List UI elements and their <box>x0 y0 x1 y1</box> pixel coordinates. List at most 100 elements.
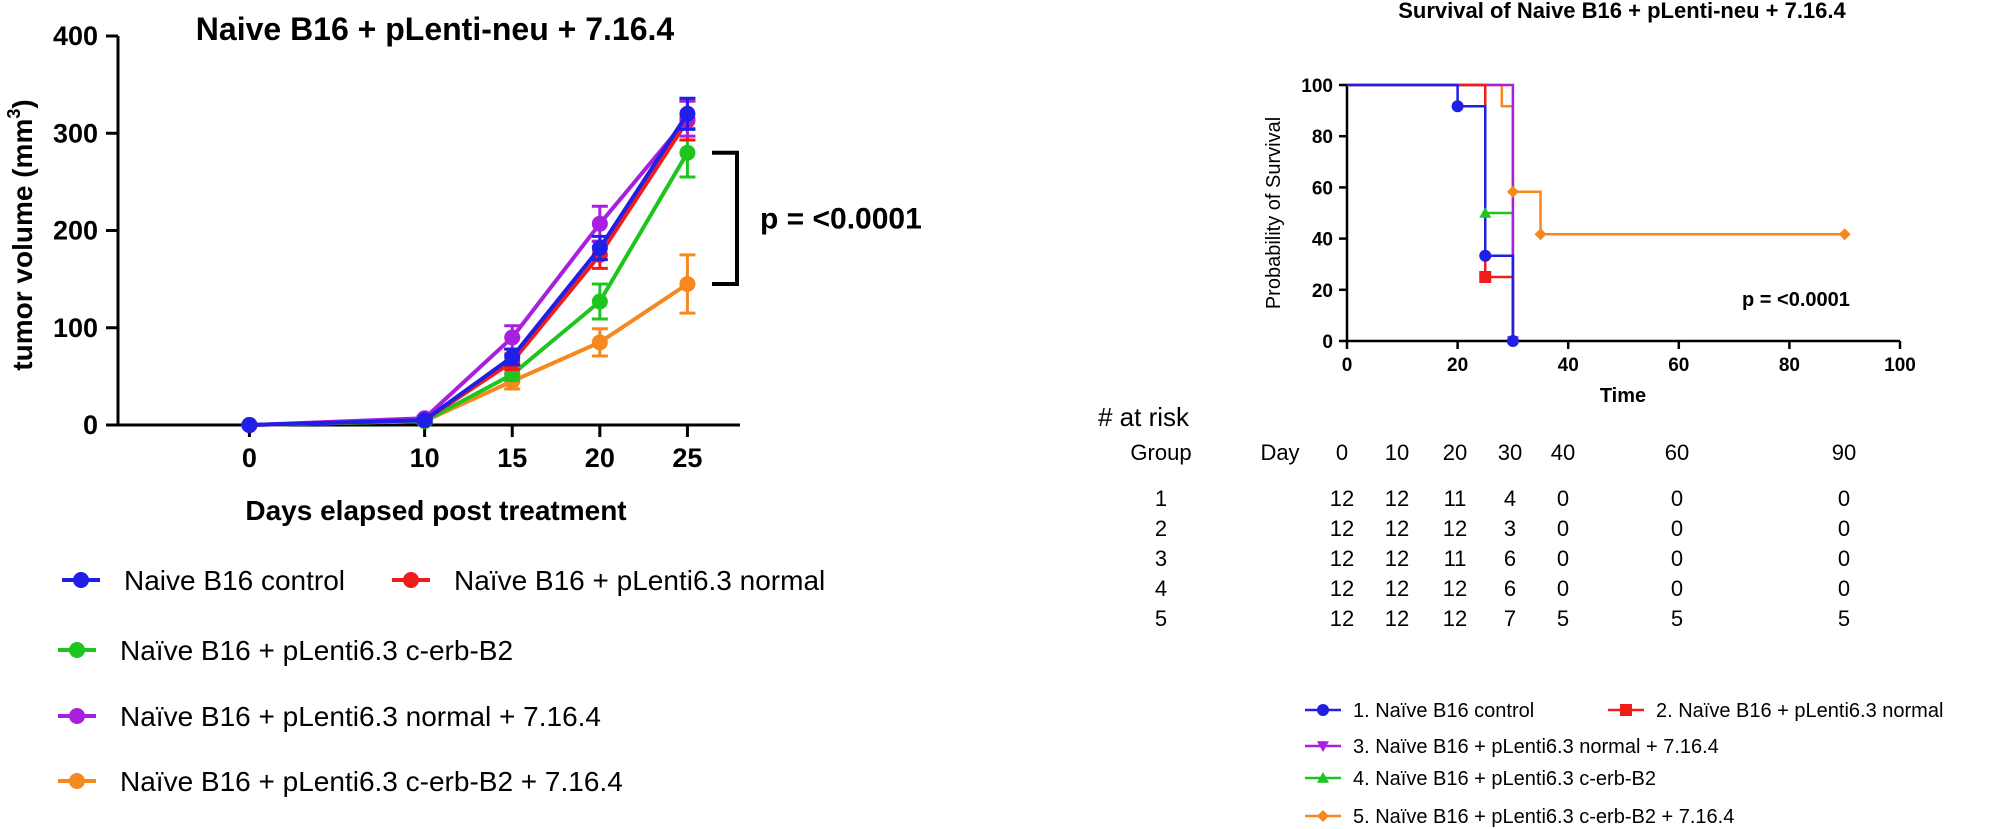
risk-table-cell: 0 <box>1671 576 1683 601</box>
survival-chart-legend: 1. Naïve B16 control 2. Naïve B16 + pLent… <box>1305 700 1943 828</box>
survival-step-line-5 <box>1347 83 1845 236</box>
risk-table-group: 5 <box>1155 606 1167 631</box>
tumor-series-line <box>249 151 690 427</box>
tumor-y-axis-label: tumor volume (mm3) <box>4 99 38 370</box>
risk-table-cell: 0 <box>1557 576 1569 601</box>
tumor-data-point <box>679 275 696 292</box>
tumor-x-tick-label: 15 <box>497 443 527 473</box>
tumor-y-tick-label: 0 <box>83 410 98 440</box>
survival-legend-item: 4. Naïve B16 + pLenti6.3 c-erb-B2 <box>1305 768 1656 790</box>
risk-table-day: 40 <box>1551 440 1575 465</box>
survival-y-tick-label: 80 <box>1312 127 1333 148</box>
risk-table-day: 20 <box>1443 440 1467 465</box>
tumor-legend-label: Naïve B16 + pLenti6.3 c-erb-B2 <box>120 635 513 666</box>
tumor-y-tick-label: 300 <box>53 118 98 148</box>
risk-table-cell: 0 <box>1838 516 1850 541</box>
risk-table-day-header: Day <box>1260 440 1299 465</box>
tumor-legend-marker <box>69 708 85 724</box>
tumor-x-tick-label: 10 <box>410 443 440 473</box>
survival-legend-label: 2. Naïve B16 + pLenti6.3 normal <box>1656 700 1943 722</box>
risk-table-cell: 12 <box>1385 606 1409 631</box>
tumor-legend-label: Naive B16 control <box>124 565 345 596</box>
risk-table-group: 2 <box>1155 516 1167 541</box>
tumor-series-5 <box>241 253 696 433</box>
survival-y-tick-label: 40 <box>1312 230 1333 251</box>
tumor-chart-title: Naive B16 + pLenti-neu + 7.16.4 <box>196 11 675 47</box>
survival-legend-item: 1. Naïve B16 control <box>1305 700 1534 722</box>
tumor-legend-item: Naïve B16 + pLenti6.3 normal <box>392 565 825 596</box>
risk-table-cell: 7 <box>1504 606 1516 631</box>
survival-x-tick-label: 60 <box>1668 355 1689 376</box>
risk-table-group-header: Group <box>1130 440 1191 465</box>
risk-table-row: 2 12 12 12 3 0 0 0 <box>1155 516 1850 541</box>
tumor-y-label-main: tumor volume (mm <box>7 119 38 371</box>
tumor-data-point <box>241 417 258 433</box>
tumor-x-tick-label: 20 <box>585 443 615 473</box>
risk-table-cell: 0 <box>1557 546 1569 571</box>
survival-censor-marker <box>1506 335 1519 347</box>
tumor-data-point <box>591 334 608 351</box>
survival-legend-label: 1. Naïve B16 control <box>1353 700 1534 722</box>
survival-y-tick-label: 20 <box>1312 281 1333 302</box>
risk-table-row: 4 12 12 12 6 0 0 0 <box>1155 576 1850 601</box>
survival-censor-marker <box>1534 228 1547 241</box>
survival-legend-marker <box>1317 772 1329 783</box>
risk-table-cell: 6 <box>1504 576 1516 601</box>
survival-legend-label: 5. Naïve B16 + pLenti6.3 c-erb-B2 + 7.16… <box>1353 806 1734 828</box>
survival-legend-label: 3. Naïve B16 + pLenti6.3 normal + 7.16.4 <box>1353 736 1719 758</box>
tumor-x-tick-label: 25 <box>672 443 702 473</box>
risk-table-cell: 12 <box>1330 486 1354 511</box>
survival-censor-marker <box>1506 185 1519 198</box>
tumor-legend-item: Naïve B16 + pLenti6.3 c-erb-B2 + 7.16.4 <box>58 766 623 797</box>
survival-legend-marker <box>1317 810 1329 822</box>
tumor-data-point <box>504 348 521 365</box>
tumor-x-axis-label: Days elapsed post treatment <box>245 495 626 526</box>
risk-table-cell: 12 <box>1330 516 1354 541</box>
survival-legend-label: 4. Naïve B16 + pLenti6.3 c-erb-B2 <box>1353 768 1656 790</box>
tumor-data-point <box>679 144 696 161</box>
tumor-legend-item: Naive B16 control <box>62 565 345 596</box>
risk-table-group: 1 <box>1155 486 1167 511</box>
risk-table-cell: 11 <box>1444 546 1467 571</box>
survival-x-tick-label: 0 <box>1342 355 1353 376</box>
tumor-series-1 <box>241 96 696 433</box>
survival-censor-marker <box>1479 271 1492 283</box>
tumor-legend-label: Naïve B16 + pLenti6.3 normal <box>454 565 825 596</box>
tumor-y-label-sup: 3 <box>4 109 24 119</box>
tumor-legend-label: Naïve B16 + pLenti6.3 c-erb-B2 + 7.16.4 <box>120 766 623 797</box>
tumor-legend-item: Naïve B16 + pLenti6.3 c-erb-B2 <box>58 635 513 666</box>
tumor-legend-label: Naïve B16 + pLenti6.3 normal + 7.16.4 <box>120 701 601 732</box>
tumor-series-2 <box>241 99 696 433</box>
survival-legend-marker <box>1620 704 1632 716</box>
survival-legend-marker <box>1317 741 1329 752</box>
tumor-p-value: p = <0.0001 <box>760 202 922 235</box>
tumor-data-point <box>504 329 521 346</box>
risk-table-row: 5 12 12 12 7 5 5 5 <box>1155 606 1850 631</box>
risk-table-cell: 4 <box>1504 486 1516 511</box>
survival-legend-marker <box>1317 704 1329 716</box>
survival-legend-item: 3. Naïve B16 + pLenti6.3 normal + 7.16.4 <box>1305 736 1719 758</box>
risk-table-cell: 0 <box>1557 516 1569 541</box>
risk-table-cell: 12 <box>1443 576 1467 601</box>
tumor-data-point <box>591 240 608 257</box>
risk-table-row: 1 12 12 11 4 0 0 0 <box>1155 486 1850 511</box>
risk-table-group: 3 <box>1155 546 1167 571</box>
risk-table-cell: 5 <box>1557 606 1569 631</box>
tumor-legend-marker <box>69 642 85 658</box>
tumor-volume-chart: Naive B16 + pLenti-neu + 7.16.4 tumor vo… <box>4 11 922 797</box>
risk-table-day: 10 <box>1385 440 1409 465</box>
risk-table-cell: 12 <box>1385 546 1409 571</box>
risk-table-cell: 12 <box>1385 576 1409 601</box>
risk-table-day: 60 <box>1665 440 1689 465</box>
tumor-series-4 <box>241 99 696 433</box>
risk-table-title: # at risk <box>1098 402 1190 432</box>
tumor-x-tick-label: 0 <box>242 443 257 473</box>
survival-y-tick-label: 60 <box>1312 178 1333 199</box>
risk-table-cell: 12 <box>1443 516 1467 541</box>
risk-table-cell: 12 <box>1385 516 1409 541</box>
risk-table-day: 0 <box>1336 440 1348 465</box>
risk-table-cell: 0 <box>1838 546 1850 571</box>
survival-y-tick-label: 0 <box>1322 332 1333 353</box>
tumor-legend-marker <box>403 572 419 588</box>
